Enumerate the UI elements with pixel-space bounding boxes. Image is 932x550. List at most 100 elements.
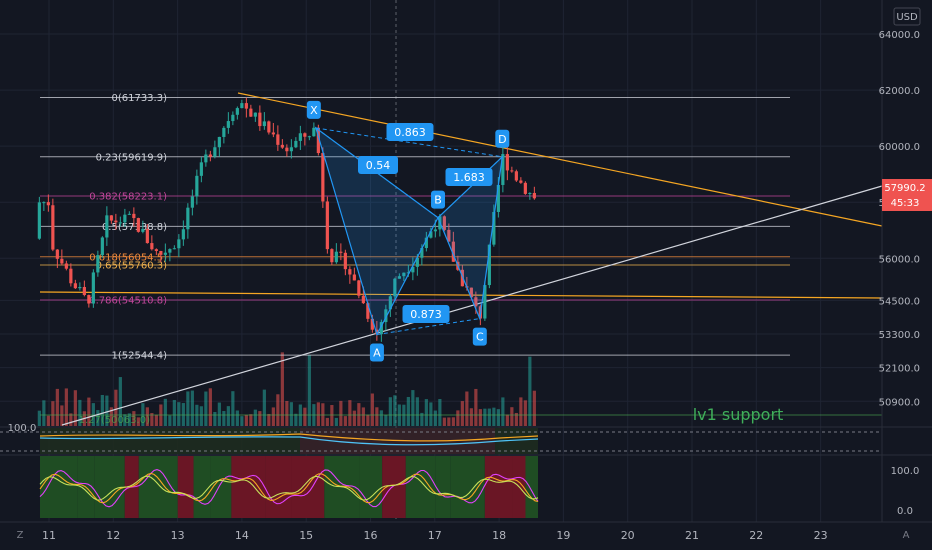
oscillator-block bbox=[525, 456, 538, 518]
candle-body bbox=[154, 249, 158, 251]
candle-body bbox=[91, 272, 95, 304]
oscillator-line bbox=[39, 475, 539, 501]
candle-body bbox=[213, 147, 217, 157]
volume-bar bbox=[271, 407, 275, 426]
oscillator-block bbox=[359, 456, 383, 518]
volume-bar bbox=[379, 410, 383, 426]
oscillator-block bbox=[265, 456, 292, 518]
currency-box bbox=[893, 7, 921, 26]
volume-bar bbox=[217, 402, 221, 426]
candle-body bbox=[532, 192, 536, 199]
volume-bar bbox=[123, 414, 127, 426]
volume-bar bbox=[411, 390, 415, 426]
candle-body bbox=[528, 192, 532, 194]
candle-body bbox=[411, 266, 415, 273]
oscillator-block bbox=[484, 456, 513, 518]
candle-body bbox=[46, 202, 50, 206]
candle-body bbox=[460, 269, 464, 287]
fib-level-label: 0.23(59619.9) bbox=[96, 152, 168, 163]
candle-body bbox=[483, 285, 487, 319]
candle-body bbox=[451, 241, 455, 262]
pattern-point-label: A bbox=[373, 347, 381, 360]
candle-body bbox=[303, 133, 307, 137]
volume-bar bbox=[406, 396, 410, 426]
volume-bar bbox=[532, 390, 536, 426]
candle-body bbox=[226, 121, 230, 128]
volume-bar bbox=[496, 409, 500, 426]
candle-body bbox=[510, 170, 514, 172]
pattern-point-box bbox=[431, 190, 446, 209]
volume-bar bbox=[348, 400, 352, 426]
volume-bar bbox=[492, 407, 496, 426]
candle-body bbox=[447, 229, 451, 242]
volume-bar bbox=[213, 411, 217, 426]
candle-body bbox=[132, 213, 136, 219]
candle-body bbox=[231, 114, 235, 122]
volume-bar bbox=[375, 407, 379, 426]
candle-body bbox=[240, 103, 244, 109]
candle-body bbox=[78, 286, 82, 289]
pattern-point-box bbox=[306, 100, 321, 119]
candle-body bbox=[384, 309, 388, 323]
candle-body bbox=[289, 147, 293, 152]
ratio-label-box bbox=[386, 123, 434, 141]
trend-lines[interactable] bbox=[39, 92, 883, 426]
price-tick-label: 54500.0 bbox=[879, 296, 920, 307]
candle-body bbox=[316, 127, 320, 154]
time-tick-label: 17 bbox=[428, 529, 442, 542]
ratio-label: 0.54 bbox=[366, 159, 391, 172]
volume-bar bbox=[240, 416, 244, 426]
candle-body bbox=[186, 207, 190, 230]
price-tick-label: 52100.0 bbox=[879, 364, 920, 375]
volume-bar bbox=[303, 407, 307, 426]
fib-retracement[interactable]: 0(61733.3) 0.23(59619.9) 0.382(58223.1) 0.5… bbox=[40, 93, 882, 426]
volume-bar bbox=[190, 390, 194, 426]
candle-body bbox=[249, 108, 253, 117]
candle-body bbox=[42, 202, 46, 204]
volume-bar bbox=[505, 414, 509, 426]
volume-bar bbox=[226, 406, 230, 426]
volume-bar bbox=[96, 410, 100, 426]
volume-bar bbox=[325, 417, 329, 426]
candle-body bbox=[195, 175, 199, 197]
time-tick-label: 11 bbox=[42, 529, 56, 542]
candle-body bbox=[51, 205, 55, 250]
price-tick-label: 50900.0 bbox=[879, 397, 920, 408]
fib-level-label: 0(61733.3) bbox=[111, 93, 167, 104]
volume-bar bbox=[514, 412, 518, 426]
volume-bar bbox=[244, 414, 248, 426]
candle-body bbox=[271, 132, 275, 135]
volume-bar bbox=[127, 413, 131, 426]
volume-bar bbox=[55, 388, 59, 426]
volume-bar bbox=[168, 415, 172, 426]
volume-bar bbox=[487, 408, 491, 426]
candle-body bbox=[325, 201, 329, 250]
volume-bar bbox=[442, 417, 446, 426]
candle-body bbox=[222, 127, 226, 137]
volume-bar bbox=[46, 415, 50, 426]
candle-body bbox=[429, 231, 433, 238]
volume-bar bbox=[208, 388, 212, 426]
volume-bar bbox=[172, 399, 176, 426]
fib-level-label: 0.382(58223.1) bbox=[89, 191, 167, 202]
candle-body bbox=[217, 136, 221, 148]
time-tick-label: 21 bbox=[685, 529, 699, 542]
volume-bar bbox=[186, 391, 190, 426]
candle-body bbox=[109, 215, 113, 221]
candle-body bbox=[100, 237, 104, 256]
candle-body bbox=[145, 228, 149, 244]
last-price-tag bbox=[882, 179, 932, 211]
price-tick-label: 53300.0 bbox=[879, 330, 920, 341]
candle-body bbox=[496, 184, 500, 212]
volume-bar bbox=[69, 413, 73, 426]
volume-bar bbox=[204, 391, 208, 426]
candle-body bbox=[276, 134, 280, 145]
candle-body bbox=[181, 229, 185, 240]
time-tick-label: 23 bbox=[814, 529, 828, 542]
ratio-label-box bbox=[445, 168, 493, 186]
fib-level-label: 1.27(50063.0) bbox=[79, 415, 151, 426]
oscillator-block bbox=[40, 456, 78, 518]
candle-body bbox=[267, 121, 271, 133]
